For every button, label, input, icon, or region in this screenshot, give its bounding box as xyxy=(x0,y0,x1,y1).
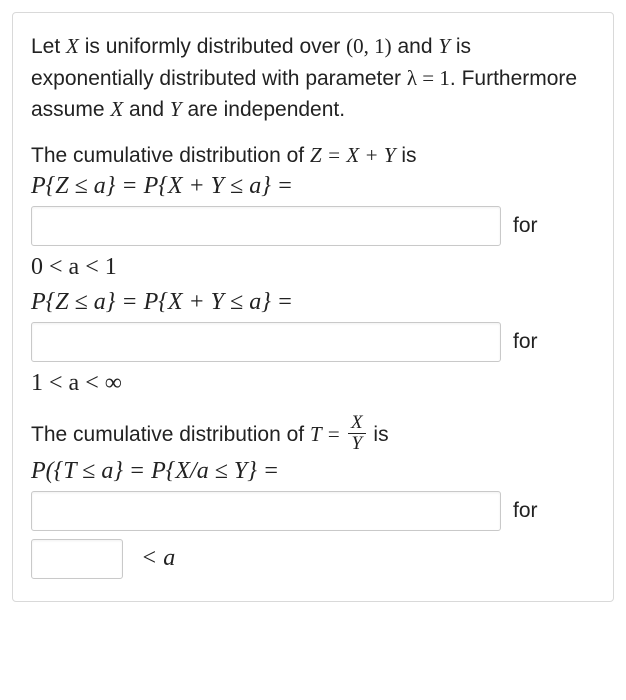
for-label-3: for xyxy=(513,499,538,523)
question-card: Let X is uniformly distributed over (0, … xyxy=(12,12,614,602)
t-lead-t2: is xyxy=(368,423,389,446)
z-def: Z = X + Y xyxy=(310,143,396,167)
intro-X: X xyxy=(66,34,79,58)
lt-a-label: < a xyxy=(141,545,175,572)
t-eq: P({T ≤ a} = P{X/a ≤ Y} = xyxy=(31,458,595,485)
intro-X2: X xyxy=(110,97,123,121)
lower-bound-row: < a xyxy=(31,539,595,579)
intro-t7: are independent. xyxy=(182,98,345,121)
intro-paragraph: Let X is uniformly distributed over (0, … xyxy=(31,31,595,126)
z-cond-2: 1 < a < ∞ xyxy=(31,370,595,397)
for-label-1: for xyxy=(513,214,538,238)
intro-interval: (0, 1) xyxy=(346,34,392,58)
intro-Y: Y xyxy=(438,34,450,58)
z-lead-t1: The cumulative distribution of xyxy=(31,144,310,167)
t-input-row: for xyxy=(31,491,595,531)
intro-Y2: Y xyxy=(170,97,182,121)
z-input-row-2: for xyxy=(31,322,595,362)
z-eq-1: P{Z ≤ a} = P{X + Y ≤ a} = xyxy=(31,173,595,200)
answer-input-lower[interactable] xyxy=(31,539,123,579)
t-lead-t1: The cumulative distribution of xyxy=(31,423,310,446)
t-def-pre: T = xyxy=(310,422,346,446)
intro-t1: Let xyxy=(31,35,66,58)
intro-t6: and xyxy=(123,98,170,121)
answer-input-z1[interactable] xyxy=(31,206,501,246)
frac-num: X xyxy=(348,413,366,434)
z-cond-1: 0 < a < 1 xyxy=(31,254,595,281)
z-input-row-1: for xyxy=(31,206,595,246)
answer-input-t[interactable] xyxy=(31,491,501,531)
intro-t2: is uniformly distributed over xyxy=(79,35,346,58)
z-lead-t2: is xyxy=(396,144,417,167)
intro-t3: and xyxy=(392,35,439,58)
intro-lambda: λ = 1 xyxy=(407,66,450,90)
answer-input-z2[interactable] xyxy=(31,322,501,362)
z-eq-2: P{Z ≤ a} = P{X + Y ≤ a} = xyxy=(31,289,595,316)
z-lead: The cumulative distribution of Z = X + Y… xyxy=(31,140,595,172)
t-lead: The cumulative distribution of T = XY is xyxy=(31,415,595,456)
frac-den: Y xyxy=(348,434,366,454)
t-frac: XY xyxy=(348,413,366,454)
for-label-2: for xyxy=(513,330,538,354)
